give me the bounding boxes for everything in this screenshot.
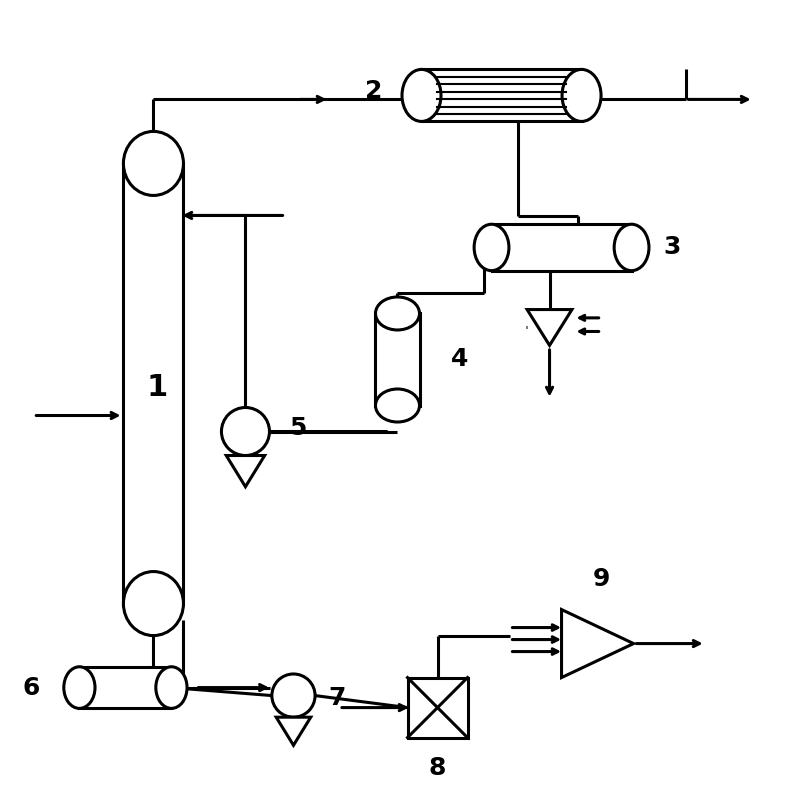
Circle shape xyxy=(272,674,314,717)
Ellipse shape xyxy=(375,297,419,330)
Polygon shape xyxy=(526,310,571,345)
Text: 3: 3 xyxy=(662,236,679,260)
Ellipse shape xyxy=(614,224,648,270)
Ellipse shape xyxy=(402,69,440,121)
Bar xyxy=(421,69,581,121)
Ellipse shape xyxy=(561,69,601,121)
Ellipse shape xyxy=(156,667,187,709)
Circle shape xyxy=(221,408,269,455)
Bar xyxy=(407,678,467,738)
Bar xyxy=(79,667,171,709)
Text: 4: 4 xyxy=(450,348,468,371)
Text: 2: 2 xyxy=(364,79,382,103)
Polygon shape xyxy=(226,455,265,487)
Text: 5: 5 xyxy=(289,416,306,440)
Bar xyxy=(124,164,183,604)
Polygon shape xyxy=(561,609,633,678)
Ellipse shape xyxy=(473,224,508,270)
Ellipse shape xyxy=(124,132,183,195)
Ellipse shape xyxy=(375,389,419,422)
Text: 7: 7 xyxy=(328,686,346,710)
Polygon shape xyxy=(276,717,310,746)
Text: 9: 9 xyxy=(592,567,610,592)
Bar xyxy=(491,224,631,270)
Bar xyxy=(375,313,419,405)
Ellipse shape xyxy=(124,571,183,636)
Text: 1: 1 xyxy=(147,373,168,402)
Ellipse shape xyxy=(63,667,95,709)
Text: 8: 8 xyxy=(428,756,446,780)
Text: 6: 6 xyxy=(22,675,40,700)
